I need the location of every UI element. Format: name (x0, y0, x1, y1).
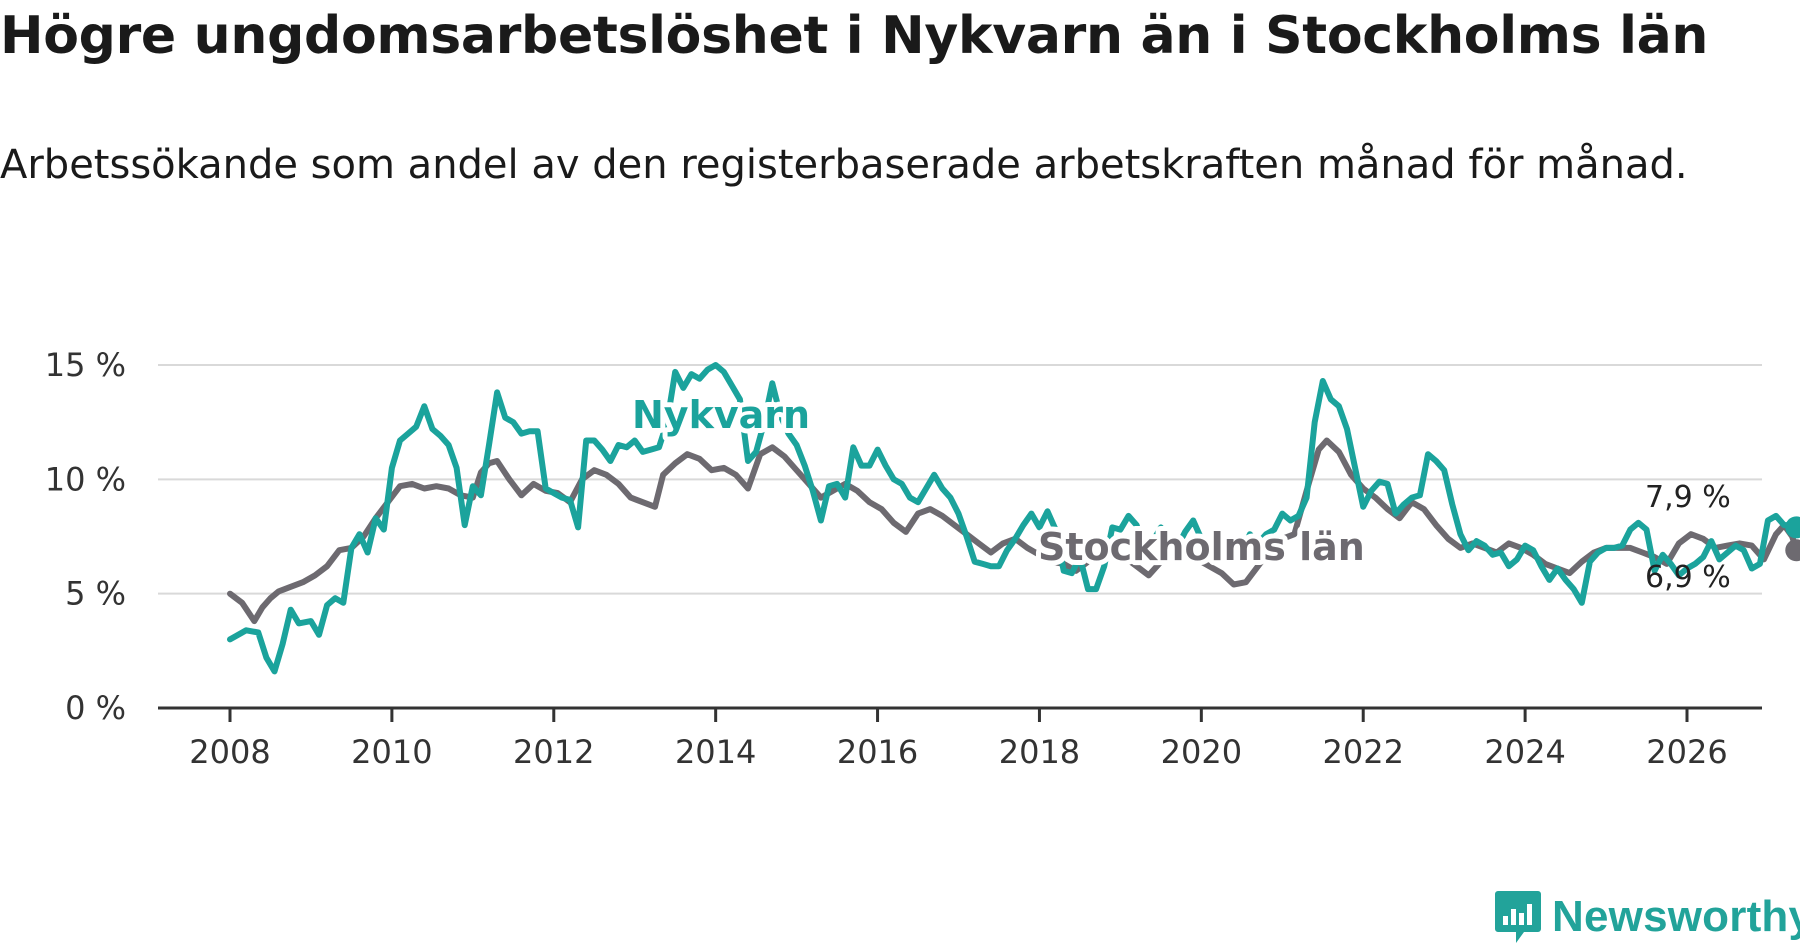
end-label-nykvarn: 7,9 % (1645, 480, 1731, 515)
series-line-nykvarn (227, 362, 1800, 675)
end-point-stockholms-lan (1785, 539, 1800, 562)
y-tick-label: 0 % (65, 689, 126, 727)
y-tick-label: 5 % (65, 575, 126, 613)
x-tick-label: 2010 (351, 733, 432, 771)
x-tick-label: 2018 (999, 733, 1080, 771)
newsworthy-brand: Newsworthy (1494, 888, 1800, 946)
end-label-stockholms-lan: 6,9 % (1645, 560, 1731, 595)
x-tick-label: 2012 (513, 733, 594, 771)
x-tick-label: 2008 (189, 733, 270, 771)
y-tick-label: 10 % (45, 460, 126, 498)
series-label-nykvarn: Nykvarn (632, 393, 810, 437)
series-label-stockholms-lan: Stockholms län (1038, 525, 1365, 569)
x-tick-label: 2026 (1646, 733, 1727, 771)
x-tick-label: 2024 (1484, 733, 1565, 771)
end-point-nykvarn (1785, 516, 1800, 539)
brand-name: Newsworthy (1552, 892, 1800, 941)
y-tick-label: 15 % (45, 346, 126, 384)
x-tick-label: 2016 (837, 733, 918, 771)
chart-subtitle: Arbetssökande som andel av den registerb… (0, 142, 1688, 188)
chart-title: Högre ungdomsarbetslöshet i Nykvarn än i… (0, 6, 1709, 66)
x-tick-label: 2014 (675, 733, 756, 771)
x-tick-label: 2022 (1323, 733, 1404, 771)
x-tick-label: 2020 (1161, 733, 1242, 771)
newsworthy-logo-icon (1495, 891, 1541, 943)
